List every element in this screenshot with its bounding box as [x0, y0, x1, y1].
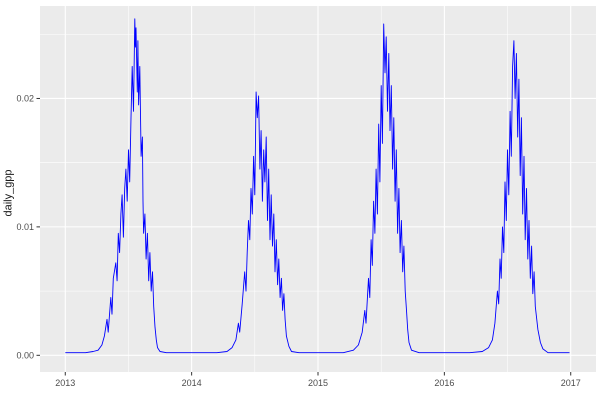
y-tick-label: 0.02: [16, 93, 34, 103]
x-tick-label: 2013: [55, 378, 75, 388]
x-tick-label: 2014: [182, 378, 202, 388]
x-tick-label: 2017: [561, 378, 581, 388]
x-tick-label: 2015: [308, 378, 328, 388]
data-line-daily_gpp: [65, 18, 570, 354]
y-tick-label: 0.00: [16, 350, 34, 360]
x-tick-label: 2016: [434, 378, 454, 388]
y-tick-label: 0.01: [16, 222, 34, 232]
